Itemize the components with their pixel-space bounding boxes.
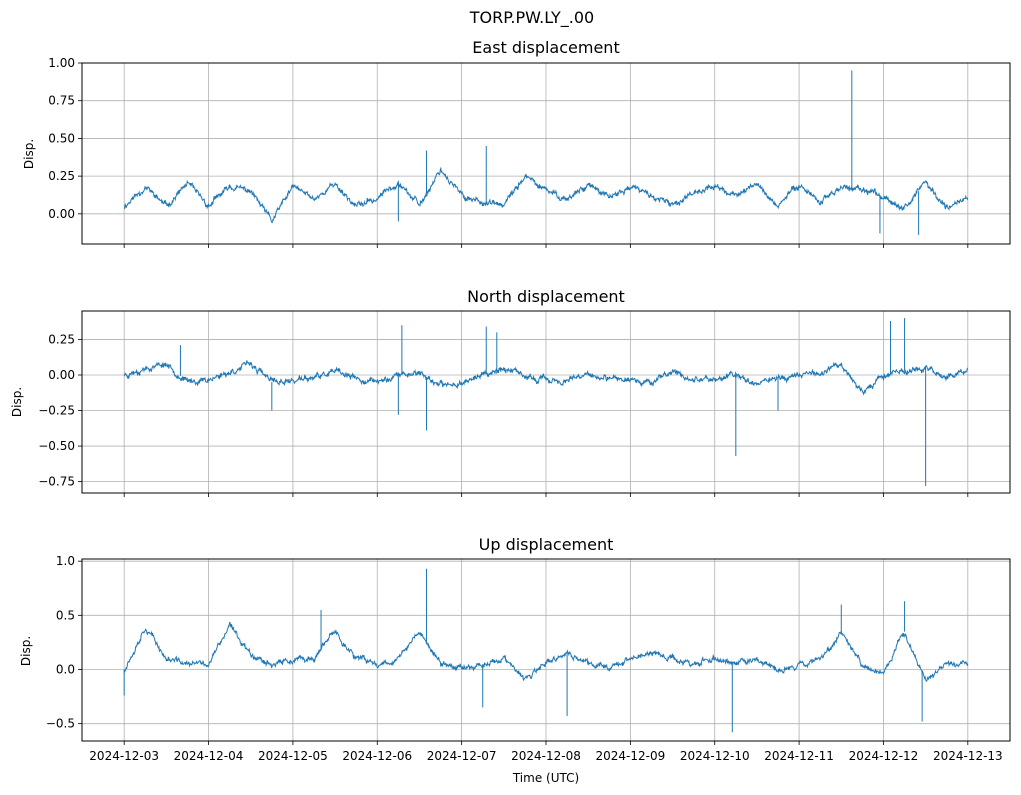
panel-up-spikes [123, 568, 923, 733]
panel-up-ytick-label-0: 1.0 [56, 554, 75, 568]
panel-north-ytick-label-0: 0.25 [48, 332, 75, 346]
panel-east-ytick-label-3: 0.25 [48, 169, 75, 183]
panel-east-spikes [397, 70, 920, 235]
x-tick-label-6: 2024-12-09 [595, 749, 665, 763]
panel-north-frame [81, 310, 1011, 494]
panel-east-ticks: 1.00 0.75 0.50 0.25 0.00 [48, 56, 969, 248]
x-axis-label: Time (UTC) [512, 771, 579, 785]
x-tick-label-9: 2024-12-12 [849, 749, 919, 763]
panel-up-ytick-label-2: 0.0 [56, 663, 75, 677]
panel-east-ylabel: Disp. [22, 139, 36, 169]
panel-north-ytick-label-1: 0.00 [48, 368, 75, 382]
panel-up-ytick-label-3: −0.5 [46, 717, 75, 731]
panel-up-ylabel: Disp. [19, 636, 33, 666]
panel-east-title: East displacement [472, 38, 619, 57]
panel-east-frame [81, 62, 1011, 245]
panel-north-spikes [179, 318, 927, 486]
panel-east-ytick-label-1: 0.75 [48, 94, 75, 108]
panel-north-ylabel: Disp. [10, 387, 24, 417]
x-tick-label-10: 2024-12-13 [933, 749, 1003, 763]
x-tick-label-5: 2024-12-08 [511, 749, 581, 763]
panel-east-ytick-label-2: 0.50 [48, 131, 75, 145]
panel-north-ticks: 0.25 0.00 −0.25 −0.50 −0.75 [38, 332, 969, 497]
figure-title: TORP.PW.LY_.00 [469, 8, 594, 28]
panel-east-ytick-label-0: 1.00 [48, 56, 75, 70]
x-tick-label-4: 2024-12-07 [427, 749, 497, 763]
panel-east-ytick-label-4: 0.00 [48, 207, 75, 221]
panel-north-series-line [123, 360, 969, 396]
panel-north-title: North displacement [467, 287, 625, 306]
x-tick-label-2: 2024-12-05 [258, 749, 328, 763]
panel-north-grid [82, 311, 1010, 493]
panel-north-ytick-label-3: −0.50 [38, 439, 75, 453]
x-tick-label-8: 2024-12-11 [764, 749, 834, 763]
x-tick-label-0: 2024-12-03 [89, 749, 159, 763]
panel-up-ytick-label-1: 0.5 [56, 608, 75, 622]
x-tick-labels: 2024-12-03 2024-12-04 2024-12-05 2024-12-06… [89, 749, 1002, 763]
panel-up-series-line [123, 621, 969, 682]
panel-north-ytick-label-2: −0.25 [38, 404, 75, 418]
panel-up-ticks: 1.0 0.5 0.0 −0.5 [46, 554, 969, 745]
panel-east: East displacement Disp. 1.00 0.75 0.50 0.25… [22, 38, 1011, 248]
panel-up-grid [82, 559, 1010, 741]
panel-up: Up displacement Disp. 1.0 0.5 0.0 −0.5 [19, 535, 1011, 745]
panel-east-series-line [123, 166, 969, 224]
panel-east-grid [82, 62, 1010, 244]
x-tick-label-3: 2024-12-06 [342, 749, 412, 763]
panel-north-ytick-label-4: −0.75 [38, 475, 75, 489]
panel-up-frame [81, 558, 1011, 742]
panel-north: North displacement Disp. 0.25 0.00 −0.25 −0… [10, 287, 1011, 497]
x-tick-label-7: 2024-12-10 [680, 749, 750, 763]
x-tick-label-1: 2024-12-04 [174, 749, 244, 763]
panel-up-title: Up displacement [479, 535, 614, 554]
